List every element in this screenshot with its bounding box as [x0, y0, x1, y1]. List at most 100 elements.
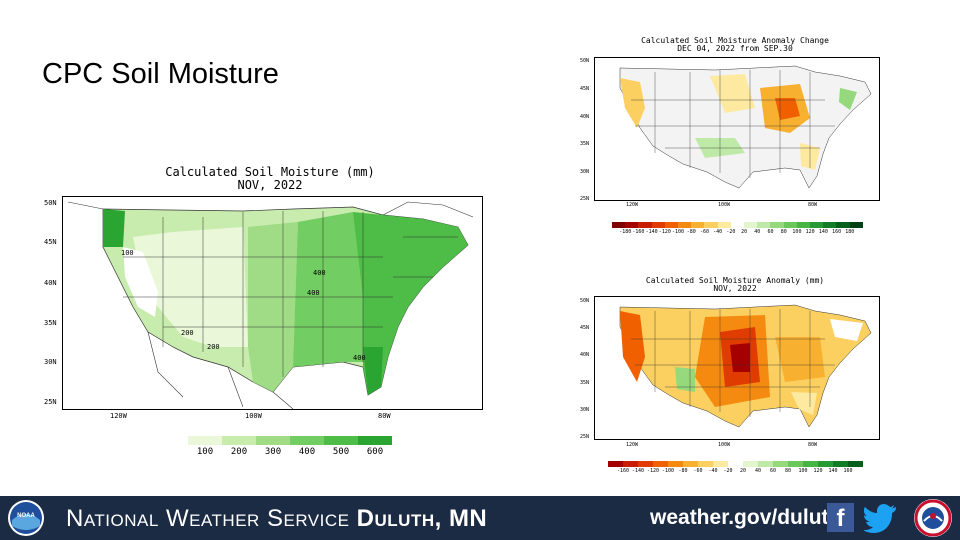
contour-label: 400: [313, 269, 326, 277]
main-map-title-line2: NOV, 2022: [237, 177, 303, 192]
colorbar-label: 300: [264, 447, 282, 457]
colorbar-swatch: [625, 222, 639, 228]
colorbar-label: -160: [616, 468, 630, 474]
colorbar-swatch: [664, 222, 679, 228]
footer-office: Duluth, MN: [356, 505, 488, 532]
colorbar-swatch: [757, 222, 771, 228]
colorbar-swatch: [744, 222, 758, 228]
anomaly-map-title-line2: NOV, 2022: [713, 284, 757, 294]
colorbar-swatch: [796, 222, 811, 228]
main-map-title-line1: Calculated Soil Moisture (mm): [165, 165, 375, 179]
colorbar-label: 100: [792, 229, 802, 235]
colorbar-label: 600: [366, 447, 384, 457]
colorbar-label: 40: [754, 468, 762, 474]
colorbar-swatch: [783, 222, 797, 228]
colorbar-swatch: [638, 222, 652, 228]
lat-label: 40N: [580, 352, 590, 358]
lat-label: 50N: [44, 199, 57, 207]
colorbar-swatch: [770, 222, 784, 228]
change-wet-ne: [839, 88, 857, 110]
colorbar-label: 160: [843, 468, 853, 474]
colorbar-swatch: [803, 461, 818, 467]
moisture-band-600-se: [363, 347, 383, 395]
colorbar-label: -20: [726, 229, 736, 235]
colorbar-label: -120: [658, 229, 671, 235]
colorbar-swatch: [683, 461, 698, 467]
lat-label: 45N: [44, 238, 57, 246]
colorbar-swatch: [849, 222, 863, 228]
lat-label: 45N: [580, 325, 590, 331]
lon-label: 120W: [626, 442, 639, 448]
coastlines: [67, 201, 474, 409]
colorbar-label: 200: [230, 447, 248, 457]
colorbar-label: -60: [699, 229, 709, 235]
colorbar-swatch: [623, 461, 638, 467]
colorbar-label: -140: [631, 468, 645, 474]
colorbar-label: -80: [678, 468, 688, 474]
svg-text:NOAA: NOAA: [17, 513, 35, 519]
change-map-colorbar-labels: -180 -160 -140 -120 -100 -80 -60 -40 -20 20 40 60 80…: [612, 229, 863, 237]
colorbar-label: 20: [741, 229, 748, 235]
change-dry-plains: [710, 74, 755, 113]
nws-logo-icon[interactable]: [914, 499, 952, 537]
lon-label: 80W: [808, 202, 818, 208]
colorbar-swatch: [608, 461, 623, 467]
state-borders: [631, 309, 835, 417]
facebook-icon[interactable]: f: [827, 503, 854, 532]
state-borders: [631, 70, 835, 178]
anomaly-east-dry: [775, 337, 825, 382]
colorbar-swatch: [758, 461, 773, 467]
colorbar-label: -80: [686, 229, 696, 235]
colorbar-label: -100: [661, 468, 675, 474]
colorbar-label: -120: [646, 468, 660, 474]
colorbar-swatch: [773, 461, 788, 467]
lat-label: 40N: [44, 279, 57, 287]
colorbar-label: 140: [818, 229, 828, 235]
colorbar-swatch: [743, 461, 758, 467]
lat-label: 35N: [580, 141, 590, 147]
colorbar-label: 120: [813, 468, 823, 474]
colorbar-label: 60: [769, 468, 777, 474]
colorbar-swatch: [651, 222, 665, 228]
colorbar-swatch: [221, 436, 256, 445]
lat-label: 25N: [44, 398, 57, 406]
noaa-logo-icon[interactable]: NOAA: [8, 500, 44, 536]
main-map-colorbar-labels: 100 200 300 400 500 600: [188, 447, 392, 459]
colorbar-label: 180: [845, 229, 855, 235]
colorbar-label: -100: [672, 229, 685, 235]
main-map-title: Calculated Soil Moisture (mm) NOV, 2022: [120, 166, 420, 191]
colorbar-swatch: [833, 461, 848, 467]
colorbar-swatch: [788, 461, 803, 467]
colorbar-swatch: [836, 222, 850, 228]
colorbar-label: 100: [798, 468, 808, 474]
footer-org-name: National Weather Service Duluth, MN: [66, 505, 487, 533]
moisture-band-600-nw: [103, 209, 125, 247]
moisture-dry-west: [123, 247, 158, 317]
lon-label: 100W: [718, 442, 731, 448]
colorbar-swatch: [823, 222, 837, 228]
footer-url-link[interactable]: weather.gov/duluth: [650, 506, 842, 529]
colorbar-label: -40: [713, 229, 723, 235]
lat-label: 35N: [44, 319, 57, 327]
colorbar-label: -140: [645, 229, 658, 235]
colorbar-label: 80: [784, 468, 792, 474]
colorbar-swatch: [848, 461, 863, 467]
colorbar-label: -180: [619, 229, 632, 235]
change-dry-west: [620, 78, 645, 128]
slide-title: CPC Soil Moisture: [42, 58, 279, 90]
main-map: 100 200 200 400 400 400: [62, 196, 483, 410]
colorbar-label: -160: [632, 229, 645, 235]
anomaly-wet-sw: [675, 367, 695, 392]
lon-label: 100W: [718, 202, 731, 208]
moisture-band-300: [248, 222, 298, 392]
lat-label: 50N: [580, 58, 590, 64]
colorbar-swatch: [713, 461, 728, 467]
colorbar-swatch: [653, 461, 668, 467]
colorbar-swatch: [678, 222, 692, 228]
twitter-icon[interactable]: [863, 503, 898, 533]
colorbar-label: 160: [832, 229, 842, 235]
change-map-svg: [619, 65, 872, 189]
colorbar-label: 100: [196, 447, 214, 457]
colorbar-swatch: [668, 461, 683, 467]
colorbar-swatch: [717, 222, 731, 228]
